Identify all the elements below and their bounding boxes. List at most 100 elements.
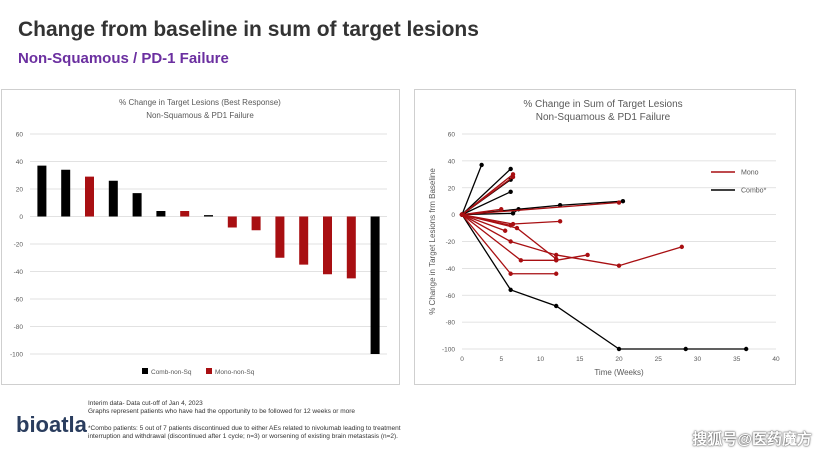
line-y-tick-label: 20	[448, 185, 456, 192]
data-point-combo	[620, 198, 626, 204]
bar	[323, 216, 332, 275]
series-line-mono	[461, 214, 588, 261]
bar	[299, 216, 309, 265]
data-point-combo	[743, 346, 749, 352]
bar	[251, 216, 261, 231]
series-line-mono	[461, 214, 506, 232]
bar	[204, 215, 213, 217]
data-point-combo	[554, 303, 559, 309]
logo-text: bioatla	[16, 412, 87, 437]
line-y-axis-label: % Change in Target Lesions frm Baseline	[428, 168, 437, 315]
legend-label-combo: Combo*	[741, 188, 767, 195]
data-point-combo	[557, 203, 563, 208]
legend-swatch-combo	[142, 368, 148, 374]
bar	[37, 165, 47, 217]
data-point-mono	[502, 228, 508, 233]
page-subtitle: Non-Squamous / PD-1 Failure	[18, 50, 229, 67]
data-point-mono	[510, 174, 516, 180]
company-logo: bioatla	[16, 412, 87, 438]
bar-y-tick-label: 20	[16, 187, 24, 194]
bar	[61, 169, 71, 217]
line-y-tick-label: -20	[446, 239, 456, 246]
data-point-mono	[679, 244, 684, 250]
legend-swatch-mono	[206, 368, 212, 374]
line-y-tick-label: -80	[446, 320, 456, 327]
legend-label-mono: Mono	[741, 170, 759, 177]
data-point-mono	[499, 207, 504, 212]
line-x-tick-label: 15	[576, 356, 584, 363]
line-x-tick-label: 30	[694, 356, 702, 363]
data-point-combo	[508, 166, 513, 172]
legend-label-mono: Mono-non-Sq	[215, 369, 255, 376]
page-title: Change from baseline in sum of target le…	[18, 18, 479, 41]
line-x-tick-label: 20	[615, 356, 623, 363]
data-point-mono	[508, 239, 513, 244]
data-point-combo	[508, 189, 513, 194]
bar-y-tick-label: -20	[14, 242, 24, 249]
legend-label-combo: Comb-non-Sq	[151, 369, 192, 376]
data-point-combo	[510, 211, 516, 216]
bar	[346, 216, 356, 279]
bar-y-tick-label: 0	[19, 214, 23, 221]
line-x-tick-label: 25	[655, 356, 663, 363]
note-followup: Graphs represent patients who have had t…	[88, 408, 356, 415]
line-x-tick-label: 10	[537, 356, 545, 363]
bar	[275, 216, 285, 258]
line-chart: % Change in Sum of Target Lesions Non-Squ…	[428, 99, 780, 377]
note-combo: *Combo patients: 5 out of 7 patients dis…	[88, 425, 401, 432]
bar	[132, 193, 142, 217]
bar	[180, 211, 190, 217]
data-point-mono	[557, 219, 563, 224]
series-line-combo	[461, 191, 511, 216]
bar-chart: % Change in Target Lesions (Best Respons…	[10, 98, 387, 376]
data-point-combo	[616, 346, 622, 352]
bar-chart-subtitle: Non-Squamous & PD1 Failure	[146, 111, 254, 120]
line-y-tick-label: 40	[448, 158, 456, 165]
bar	[156, 211, 166, 217]
line-x-tick-label: 35	[733, 356, 741, 363]
bar-y-tick-label: -80	[14, 324, 24, 331]
watermark: 搜狐号@医药魔方	[692, 431, 812, 448]
series-line-combo	[461, 214, 747, 350]
bar-y-tick-label: -100	[10, 352, 23, 359]
bar-y-tick-label: -40	[14, 269, 24, 276]
bar	[85, 176, 94, 217]
data-point-mono	[585, 252, 590, 258]
note-combo-cont: interruption and withdrawal (discontinue…	[88, 433, 398, 440]
line-y-tick-label: -100	[442, 347, 455, 354]
line-x-tick-label: 0	[460, 356, 464, 363]
data-point-combo	[479, 162, 484, 168]
data-point-mono	[459, 212, 465, 217]
line-chart-subtitle: Non-Squamous & PD1 Failure	[536, 112, 671, 123]
bar	[370, 216, 380, 354]
line-chart-title: % Change in Sum of Target Lesions	[523, 99, 682, 110]
line-y-tick-label: 60	[448, 132, 456, 139]
bar-chart-title: % Change in Target Lesions (Best Respons…	[119, 98, 281, 107]
data-point-mono	[554, 256, 559, 262]
line-x-tick-label: 40	[772, 356, 780, 363]
bar-y-tick-label: 60	[16, 132, 24, 139]
bar-y-tick-label: -60	[14, 297, 24, 304]
data-point-mono	[616, 263, 622, 268]
data-point-mono	[508, 271, 513, 276]
series-line-combo	[461, 164, 483, 215]
line-y-tick-label: -40	[446, 266, 456, 273]
data-point-combo	[683, 346, 688, 352]
data-point-mono	[616, 200, 622, 205]
line-x-axis-label: Time (Weeks)	[594, 368, 644, 377]
data-point-mono	[554, 252, 559, 258]
bar-y-tick-label: 40	[16, 159, 24, 166]
line-y-tick-label: 0	[451, 212, 455, 219]
bar	[227, 216, 237, 228]
line-y-tick-label: -60	[446, 293, 456, 300]
data-point-mono	[554, 271, 559, 276]
data-point-combo	[508, 287, 513, 293]
note-cutoff: Interim data- Data cut-off of Jan 4, 202…	[88, 400, 203, 407]
line-x-tick-label: 5	[499, 356, 503, 363]
data-point-mono	[518, 258, 524, 263]
series-line-mono	[461, 201, 620, 216]
bar-chart-panel: % Change in Target Lesions (Best Respons…	[1, 89, 400, 385]
bar	[108, 180, 118, 217]
series-line-combo	[461, 168, 512, 216]
series-line-mono	[461, 176, 514, 216]
